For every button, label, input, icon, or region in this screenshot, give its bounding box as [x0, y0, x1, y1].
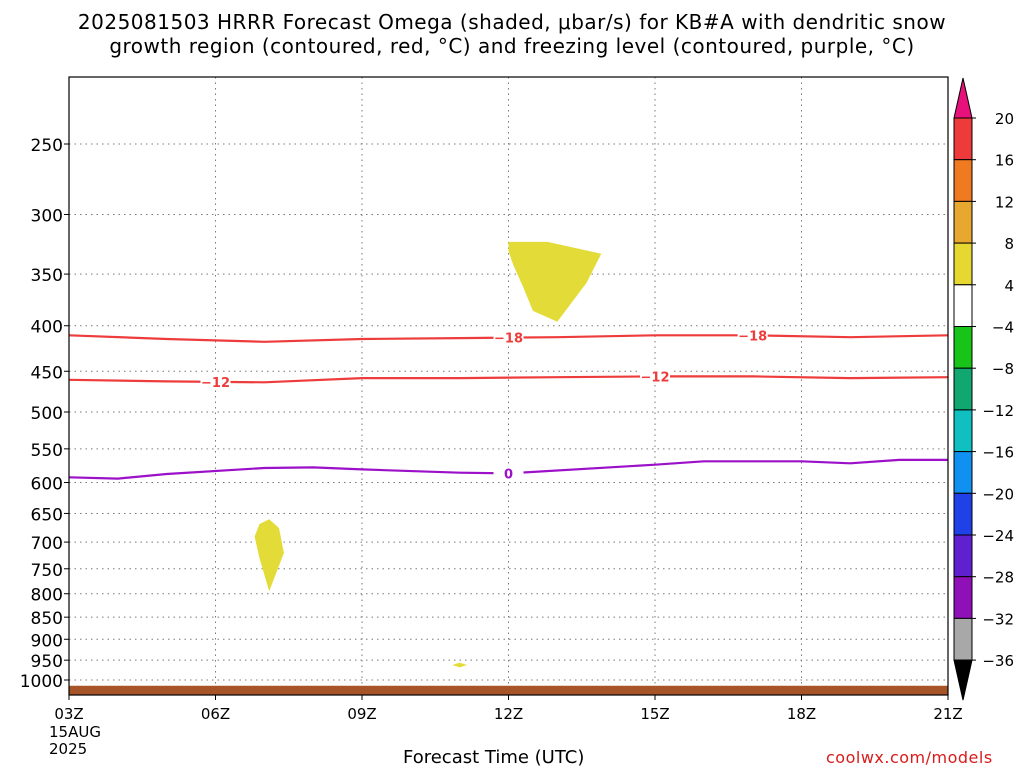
contour-label-bg — [200, 373, 231, 390]
y-tick-label: 700 — [31, 534, 63, 554]
colorbar-bottom-arrow — [953, 659, 973, 701]
colorbar-tick-label: −32 — [982, 610, 1014, 628]
colorbar-tick-label: −8 — [992, 360, 1014, 378]
colorbar-tick-label: −36 — [982, 652, 1014, 670]
contour-line — [69, 458, 948, 480]
x-date-label: 2025 — [49, 740, 87, 758]
colorbar-bin — [953, 576, 973, 619]
colorbar-bin — [953, 367, 973, 411]
colorbar-tick-label: −20 — [982, 485, 1014, 503]
y-tick-label: 750 — [31, 561, 63, 581]
x-tick-label: 15Z — [640, 705, 669, 723]
x-tick-label: 21Z — [933, 705, 962, 723]
contour-label: −18 — [494, 332, 523, 347]
colorbar-bin — [953, 117, 973, 161]
x-date-label: 15AUG — [49, 723, 101, 741]
omega-shading — [254, 241, 602, 668]
omega-shade-region — [452, 662, 467, 668]
colorbar-bin — [953, 409, 973, 453]
x-axis-title: Forecast Time (UTC) — [403, 747, 585, 768]
colorbar-bin — [953, 451, 973, 494]
y-tick-label: 450 — [31, 363, 63, 383]
y-tick-label: 950 — [31, 652, 63, 672]
y-tick-label: 300 — [31, 206, 63, 226]
colorbar-tick-label: −16 — [982, 444, 1014, 462]
y-tick-label: 1000 — [20, 672, 63, 692]
terrain-band — [69, 685, 948, 695]
colorbar: 20 16 12 8 4 −4 −8 −12 −16 −20 −24 −28 −32 −36 — [953, 77, 1014, 701]
omega-shade-region — [508, 241, 602, 322]
colorbar-bin — [953, 284, 973, 327]
x-tick-label: 12Z — [494, 705, 523, 723]
contour-label-bg — [737, 327, 768, 344]
contour-label-bg — [493, 465, 524, 482]
y-tick-label: 250 — [31, 136, 63, 156]
y-tick-label: 900 — [31, 631, 63, 651]
colorbar-tick-label: 16 — [995, 152, 1014, 170]
colorbar-bin — [953, 534, 973, 578]
colorbar-bin — [953, 326, 973, 369]
chart-title-line2: growth region (contoured, red, °C) and f… — [109, 34, 915, 58]
contour-label-bg — [640, 368, 670, 385]
colorbar-tick-label: 8 — [1004, 235, 1014, 253]
y-tick-label: 350 — [31, 266, 63, 286]
colorbar-bin — [953, 159, 973, 202]
omega-shade-region — [254, 519, 284, 592]
colorbar-bin — [953, 200, 973, 244]
y-tick-label: 600 — [31, 474, 63, 494]
colorbar-tick-label: 12 — [995, 193, 1014, 211]
x-tick-label: 03Z — [54, 705, 83, 723]
contour-label-bg — [493, 329, 524, 346]
chart-title-line1: 2025081503 HRRR Forecast Omega (shaded, … — [77, 10, 947, 34]
contour-label: −18 — [738, 329, 767, 344]
colorbar-top-arrow — [953, 77, 973, 119]
colorbar-bin — [953, 492, 973, 536]
y-tick-label: 500 — [31, 404, 63, 424]
terrain-layer — [69, 685, 948, 695]
x-tick-label: 06Z — [201, 705, 230, 723]
contour-label: −12 — [641, 370, 670, 385]
contour-labels: −18 −18 −12 −12 0 — [200, 327, 768, 482]
colorbar-tick-label: 4 — [1004, 277, 1014, 295]
contour-label: 0 — [504, 467, 513, 482]
y-tick-label: 650 — [31, 505, 63, 525]
y-tick-label: 550 — [31, 441, 63, 461]
y-tick-label: 800 — [31, 586, 63, 606]
colorbar-tick-label: −28 — [982, 569, 1014, 587]
colorbar-tick-label: 20 — [995, 110, 1014, 128]
contour-label: −12 — [201, 376, 230, 391]
source-credit: coolwx.com/models — [826, 748, 993, 767]
colorbar-tick-label: −4 — [992, 319, 1014, 337]
colorbar-tick-label: −24 — [982, 527, 1014, 545]
y-axis: 2503003504004505005506006507007508008509… — [20, 136, 69, 692]
colorbar-tick-label: −12 — [982, 402, 1014, 420]
x-tick-label: 09Z — [347, 705, 376, 723]
colorbar-bin — [953, 617, 973, 661]
colorbar-bin — [953, 242, 973, 286]
y-tick-label: 850 — [31, 609, 63, 629]
x-tick-label: 18Z — [787, 705, 816, 723]
y-tick-label: 400 — [31, 318, 63, 338]
